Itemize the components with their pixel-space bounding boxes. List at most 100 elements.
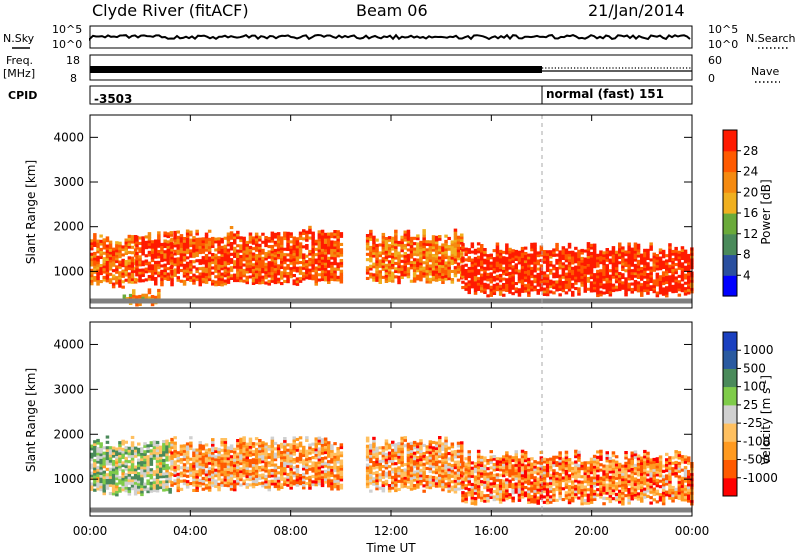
echo-cell xyxy=(460,236,464,240)
echo-cell xyxy=(127,261,132,265)
echo-cell xyxy=(425,277,429,281)
echo-cell xyxy=(400,482,404,486)
echo-cell xyxy=(330,253,334,257)
echo-cell xyxy=(412,260,417,264)
echo-cell xyxy=(470,250,475,254)
echo-cell xyxy=(195,248,199,252)
echo-cell xyxy=(330,277,334,281)
echo-cell xyxy=(133,476,138,480)
echo-cell xyxy=(185,264,190,268)
echo-cell xyxy=(416,458,420,462)
echo-cell xyxy=(149,470,154,474)
echo-cell xyxy=(514,463,518,467)
echo-cell xyxy=(387,470,392,474)
echo-cell xyxy=(229,234,234,238)
echo-cell xyxy=(514,490,518,494)
echo-cell xyxy=(561,289,566,293)
echo-cell xyxy=(111,263,116,267)
echo-cell xyxy=(182,455,187,459)
echo-cell xyxy=(168,471,172,475)
echo-cell xyxy=(105,462,110,466)
echo-cell xyxy=(320,259,325,263)
echo-cell xyxy=(552,469,556,473)
echo-cell xyxy=(552,488,556,492)
echo-cell xyxy=(124,246,128,250)
echo-cell xyxy=(542,465,547,469)
echo-cell xyxy=(189,441,193,445)
echo-cell xyxy=(118,265,122,269)
echo-cell xyxy=(239,445,243,449)
echo-cell xyxy=(137,453,141,457)
echo-cell xyxy=(108,240,113,244)
echo-cell xyxy=(314,472,318,476)
echo-cell xyxy=(236,482,240,486)
echo-cell xyxy=(280,483,284,487)
echo-cell xyxy=(608,253,613,257)
echo-cell xyxy=(611,272,616,276)
echo-cell xyxy=(211,448,215,452)
echo-cell xyxy=(214,248,218,252)
echo-cell xyxy=(242,242,246,246)
echo-cell xyxy=(154,279,158,283)
echo-cell xyxy=(470,474,475,478)
echo-cell xyxy=(680,289,685,293)
echo-cell xyxy=(327,235,331,239)
echo-cell xyxy=(561,267,566,271)
echo-cell xyxy=(624,293,628,297)
echo-cell xyxy=(182,463,187,467)
echo-cell xyxy=(365,482,370,486)
echo-cell xyxy=(441,466,445,470)
echo-cell xyxy=(596,253,600,257)
echo-cell xyxy=(233,466,237,470)
echo-cell xyxy=(147,277,152,281)
echo-cell xyxy=(416,466,420,470)
echo-cell xyxy=(217,464,221,468)
echo-cell xyxy=(450,445,455,449)
echo-cell xyxy=(289,454,293,458)
echo-cell xyxy=(248,235,253,239)
echo-cell xyxy=(298,277,303,281)
echo-cell xyxy=(668,270,672,274)
echo-cell xyxy=(267,245,271,249)
echo-cell xyxy=(428,253,433,257)
echo-cell xyxy=(416,482,420,486)
echo-cell xyxy=(163,277,167,281)
echo-cell xyxy=(323,275,328,279)
echo-cell xyxy=(558,285,562,289)
echo-cell xyxy=(189,270,193,274)
echo-cell xyxy=(143,452,147,456)
echo-cell xyxy=(154,269,158,273)
echo-cell xyxy=(170,464,174,468)
echo-cell xyxy=(147,269,152,273)
echo-cell xyxy=(226,235,231,239)
echo-cell xyxy=(160,275,164,279)
echo-cell xyxy=(185,445,190,449)
echo-cell xyxy=(406,261,411,265)
echo-cell xyxy=(130,267,135,271)
echo-cell xyxy=(93,257,97,261)
echo-cell xyxy=(671,258,675,262)
echo-cell xyxy=(636,286,641,290)
echo-cell xyxy=(115,466,119,470)
echo-cell xyxy=(517,293,522,297)
echo-cell xyxy=(536,472,540,476)
echo-cell xyxy=(397,259,401,263)
echo-cell xyxy=(143,444,147,448)
echo-cell xyxy=(173,479,177,483)
echo-cell xyxy=(115,450,119,454)
echo-cell xyxy=(261,460,265,464)
echo-cell xyxy=(236,476,240,480)
echo-cell xyxy=(495,282,500,286)
echo-cell xyxy=(121,482,125,486)
echo-cell xyxy=(176,238,180,242)
echo-cell xyxy=(422,476,426,480)
echo-cell xyxy=(369,465,373,469)
echo-cell xyxy=(146,460,150,464)
echo-cell xyxy=(264,262,268,266)
echo-cell xyxy=(214,482,218,486)
echo-cell xyxy=(511,254,515,258)
echo-cell xyxy=(176,480,180,484)
echo-cell xyxy=(124,241,128,245)
echo-cell xyxy=(140,474,144,478)
echo-cell xyxy=(425,256,429,260)
